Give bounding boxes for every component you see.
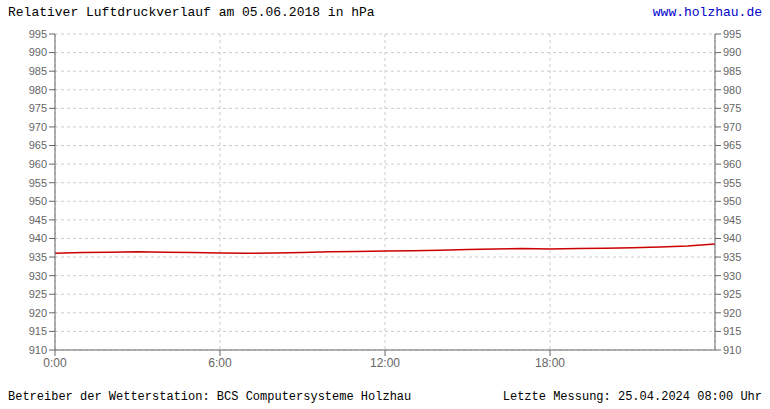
- svg-text:920: 920: [723, 307, 741, 319]
- svg-text:980: 980: [723, 84, 741, 96]
- svg-text:915: 915: [29, 325, 47, 337]
- svg-text:0:00: 0:00: [43, 356, 67, 370]
- svg-text:935: 935: [723, 251, 741, 263]
- svg-text:940: 940: [29, 232, 47, 244]
- svg-text:985: 985: [723, 65, 741, 77]
- svg-text:945: 945: [29, 214, 47, 226]
- svg-text:12:00: 12:00: [370, 356, 400, 370]
- svg-text:975: 975: [723, 102, 741, 114]
- svg-text:995: 995: [29, 28, 47, 40]
- svg-text:970: 970: [29, 121, 47, 133]
- svg-text:945: 945: [723, 214, 741, 226]
- svg-text:980: 980: [29, 84, 47, 96]
- svg-text:955: 955: [29, 177, 47, 189]
- svg-text:920: 920: [29, 307, 47, 319]
- html-text:Letzte Messung: 25.04.2024 08:: Letzte Messung: 25.04.2024 08:00 Uhr: [502, 390, 762, 404]
- svg-text:970: 970: [723, 121, 741, 133]
- svg-text:950: 950: [723, 195, 741, 207]
- svg-text:6:00: 6:00: [208, 356, 232, 370]
- svg-text:915: 915: [723, 325, 741, 337]
- svg-text:960: 960: [723, 158, 741, 170]
- svg-text:975: 975: [29, 102, 47, 114]
- svg-text:960: 960: [29, 158, 47, 170]
- svg-text:935: 935: [29, 251, 47, 263]
- svg-text:950: 950: [29, 195, 47, 207]
- svg-text:955: 955: [723, 177, 741, 189]
- svg-text:965: 965: [723, 139, 741, 151]
- html-text:www.holzhau.de: www.holzhau.de: [652, 4, 762, 20]
- svg-text:930: 930: [723, 270, 741, 282]
- svg-text:930: 930: [29, 270, 47, 282]
- svg-text:910: 910: [723, 344, 741, 356]
- svg-text:990: 990: [723, 46, 741, 58]
- svg-text:940: 940: [723, 232, 741, 244]
- svg-text:925: 925: [723, 288, 741, 300]
- svg-text:985: 985: [29, 65, 47, 77]
- svg-text:18:00: 18:00: [535, 356, 565, 370]
- svg-text:995: 995: [723, 28, 741, 40]
- svg-text:925: 925: [29, 288, 47, 300]
- svg-text:965: 965: [29, 139, 47, 151]
- svg-text:990: 990: [29, 46, 47, 58]
- html-text:Relativer Luftdruckverlauf am: Relativer Luftdruckverlauf am 05.06.2018…: [8, 4, 375, 20]
- svg-text:910: 910: [29, 344, 47, 356]
- html-text:Betreiber der Wetterstation: B: Betreiber der Wetterstation: BCS Compute…: [8, 390, 412, 404]
